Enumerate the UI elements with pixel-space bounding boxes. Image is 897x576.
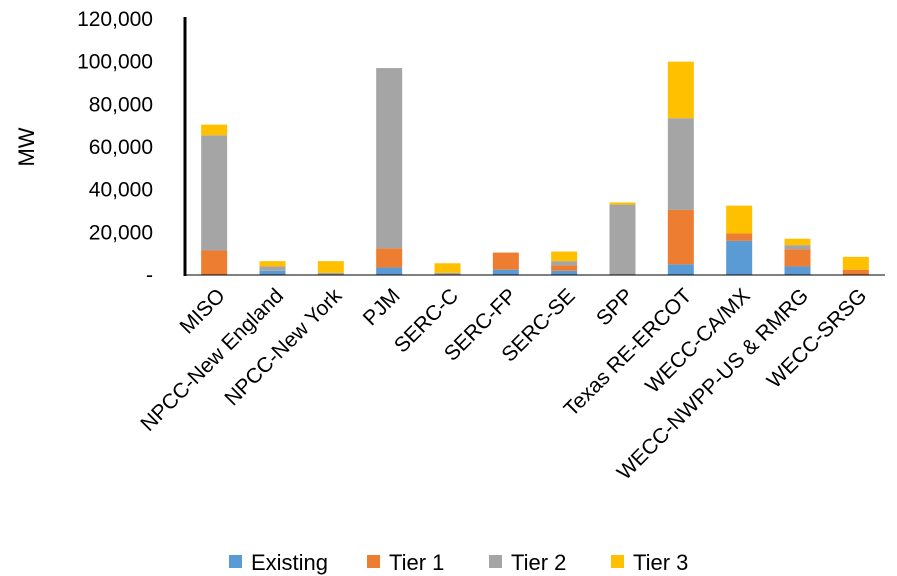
bar-segment-existing bbox=[726, 240, 753, 275]
y-tick-label: - bbox=[146, 264, 153, 287]
x-tick-label: PJM bbox=[359, 284, 405, 330]
bar-segment-tier-1 bbox=[376, 248, 403, 268]
bar-segment-tier-3 bbox=[201, 124, 228, 136]
legend-swatch bbox=[489, 555, 502, 568]
y-tick-label: 20,000 bbox=[89, 221, 153, 244]
y-tick-label: 60,000 bbox=[89, 136, 153, 159]
y-tick-label: 40,000 bbox=[89, 179, 153, 202]
bar-segment-tier-3 bbox=[667, 61, 694, 119]
bar-segment-tier-3 bbox=[842, 256, 869, 270]
bar-segment-tier-3 bbox=[434, 263, 461, 273]
legend-swatch bbox=[229, 555, 242, 568]
bar-segment-tier-1 bbox=[842, 269, 869, 275]
x-tick-label: SPP bbox=[592, 284, 638, 330]
bar-segment-tier-1 bbox=[667, 209, 694, 265]
legend-label: Existing bbox=[251, 550, 328, 575]
legend-label: Tier 2 bbox=[511, 550, 566, 575]
y-tick-label: 120,000 bbox=[77, 8, 153, 31]
bar-segment-existing bbox=[551, 270, 578, 275]
bar-segment-tier-3 bbox=[726, 205, 753, 234]
x-tick-label: MISO bbox=[175, 284, 229, 338]
bar-segment-tier-3 bbox=[259, 261, 286, 267]
y-tick-label: 100,000 bbox=[77, 51, 153, 74]
bar-segment-tier-1 bbox=[784, 249, 811, 267]
bar-segment-tier-2 bbox=[201, 135, 228, 251]
legend-swatch bbox=[611, 555, 624, 568]
bar-segment-tier-2 bbox=[784, 245, 811, 250]
x-tick-label: WECC-SRSG bbox=[763, 284, 872, 393]
bar-segment-existing bbox=[259, 270, 286, 275]
bar-segment-tier-3 bbox=[609, 202, 636, 205]
bar-segment-tier-2 bbox=[317, 272, 344, 275]
legend-swatch bbox=[367, 555, 380, 568]
bar-segment-tier-2 bbox=[376, 68, 403, 249]
legend: Existing Tier 1 Tier 2 Tier 3 bbox=[229, 550, 688, 575]
bar-segment-tier-2 bbox=[551, 261, 578, 266]
bar-segment-existing bbox=[784, 266, 811, 275]
bar-segment-tier-2 bbox=[259, 266, 286, 271]
bar-segment-tier-2 bbox=[609, 204, 636, 275]
legend-label: Tier 1 bbox=[389, 550, 444, 575]
bar-segment-existing bbox=[667, 264, 694, 275]
y-axis-ticks: - 20,000 40,000 60,000 80,000 100,000 120,000 bbox=[77, 8, 153, 287]
bar-segment-tier-3 bbox=[551, 251, 578, 262]
y-axis-title: MW bbox=[14, 127, 39, 166]
bars bbox=[201, 61, 869, 275]
bar-segment-tier-2 bbox=[434, 272, 461, 275]
bar-segment-tier-3 bbox=[317, 261, 344, 273]
bar-segment-tier-1 bbox=[726, 233, 753, 241]
bar-segment-tier-2 bbox=[667, 118, 694, 210]
bar-segment-tier-1 bbox=[492, 252, 519, 270]
bar-segment-tier-3 bbox=[784, 238, 811, 246]
legend-label: Tier 3 bbox=[633, 550, 688, 575]
y-tick-label: 80,000 bbox=[89, 93, 153, 116]
bar-segment-existing bbox=[376, 267, 403, 275]
bar-segment-tier-1 bbox=[551, 265, 578, 271]
bar-segment-existing bbox=[492, 269, 519, 275]
x-tick-label: WECC-CA/MX bbox=[641, 284, 755, 398]
bar-segment-tier-1 bbox=[201, 250, 228, 275]
